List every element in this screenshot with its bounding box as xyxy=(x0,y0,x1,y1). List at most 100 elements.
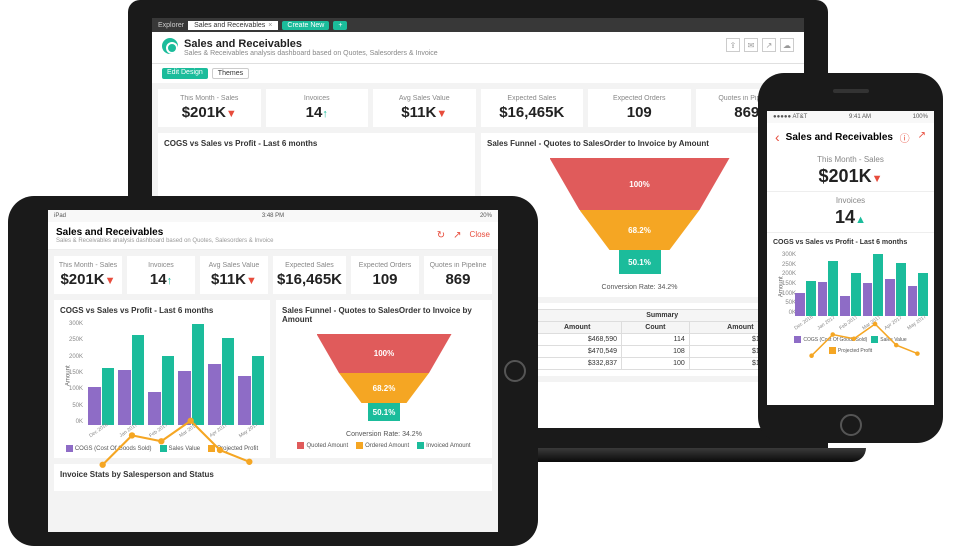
themes-button[interactable]: Themes xyxy=(212,68,249,79)
legend-item: COGS (Cost Of Goods Sold) xyxy=(66,445,152,452)
conversion-rate: Conversion Rate: 34.2% xyxy=(282,431,486,438)
kpi-card: Quotes in Pipeline869 xyxy=(424,256,492,294)
down-arrow-icon: ▼ xyxy=(105,275,116,287)
funnel-title: Sales Funnel - Quotes to SalesOrder to I… xyxy=(487,139,792,148)
battery: 100% xyxy=(913,114,928,120)
bar xyxy=(208,364,221,425)
explorer-tab[interactable]: Explorer xyxy=(158,22,184,29)
info-icon[interactable]: ⓘ xyxy=(900,130,910,145)
kpi-card: This Month - Sales$201K▼ xyxy=(54,256,122,294)
legend-item: Quoted Amount xyxy=(297,442,348,449)
status-bar: iPad 3:48 PM 20% xyxy=(48,210,498,222)
battery: 20% xyxy=(480,213,492,219)
up-arrow-icon: ↑ xyxy=(167,275,173,287)
bar xyxy=(918,273,928,316)
kpi-card: Expected Sales$16,465K xyxy=(481,89,584,127)
phone-header: ‹ Sales and Receivables ⓘ ↗ xyxy=(767,123,934,151)
down-arrow-icon: ▼ xyxy=(226,108,237,120)
x-tick: Dec 2016 xyxy=(793,315,813,332)
edit-design-button[interactable]: Edit Design xyxy=(162,68,208,79)
funnel-segment: 68.2% xyxy=(580,210,700,250)
invoice-title: Invoice Stats by Salesperson and Status xyxy=(60,470,486,479)
bar xyxy=(818,282,828,316)
kpi-value: $16,465K xyxy=(277,271,342,288)
bar xyxy=(840,296,850,316)
bar xyxy=(896,263,906,316)
up-arrow-icon: ▲ xyxy=(855,214,866,226)
kpi-label: Expected Orders xyxy=(355,262,415,269)
cloud-icon[interactable]: ☁ xyxy=(780,38,794,52)
kpi-value: $16,465K xyxy=(485,104,580,121)
carrier: iPad xyxy=(54,213,66,219)
up-arrow-icon: ↑ xyxy=(322,108,328,120)
kpi-label: Invoices xyxy=(270,95,365,102)
funnel-segment: 50.1% xyxy=(368,403,400,421)
refresh-icon[interactable]: ↻ xyxy=(437,230,445,241)
x-tick: Jan 2017 xyxy=(816,315,836,332)
create-new-button[interactable]: Create New xyxy=(282,21,329,30)
page-title: Sales and Receivables xyxy=(184,38,438,50)
legend-item: Sales Value xyxy=(871,336,906,343)
bar-group: Apr 2017 xyxy=(208,321,234,441)
bar-group: Dec 2016 xyxy=(88,321,114,441)
app-icon xyxy=(162,38,178,54)
down-arrow-icon: ▼ xyxy=(246,275,257,287)
kpi-row: This Month - Sales$201K▼Invoices14↑Avg S… xyxy=(152,83,804,133)
x-tick: Mar 2017 xyxy=(861,315,881,332)
clock: 3:48 PM xyxy=(262,213,284,219)
kpi-value: 14 xyxy=(835,207,855,227)
bar xyxy=(178,371,191,425)
legend-item: Ordered Amount xyxy=(356,442,409,449)
share-icon[interactable]: ↗ xyxy=(453,230,461,241)
share-icon[interactable]: ↗ xyxy=(918,130,926,145)
cogs-panel: COGS vs Sales vs Profit - Last 6 months … xyxy=(54,300,270,458)
bar-group: Jan 2017 xyxy=(118,321,144,441)
subheader: Edit Design Themes xyxy=(152,64,804,83)
bar-chart: Amount300K250K200K150K100K50K0KDec 2016J… xyxy=(773,252,928,332)
invoice-panel: Invoice Stats by Salesperson and Status xyxy=(54,464,492,491)
x-tick: Feb 2017 xyxy=(838,315,858,332)
back-icon[interactable]: ‹ xyxy=(775,129,780,145)
kpi-label: This Month - Sales xyxy=(771,155,930,164)
home-button[interactable] xyxy=(840,414,862,436)
earpiece xyxy=(833,89,869,93)
bar xyxy=(851,273,861,316)
page-title: Sales and Receivables xyxy=(786,132,893,143)
kpi-label: Expected Sales xyxy=(277,262,342,269)
share-icon[interactable]: ↗ xyxy=(762,38,776,52)
kpi-value: $11K▼ xyxy=(377,104,472,121)
kpi-card: Avg Sales Value$11K▼ xyxy=(200,256,268,294)
dashboard-tab[interactable]: Sales and Receivables× xyxy=(188,21,278,30)
home-button[interactable] xyxy=(504,360,526,382)
tablet-frame: iPad 3:48 PM 20% Sales and Receivables S… xyxy=(8,196,538,546)
clock: 9:41 AM xyxy=(849,114,871,120)
close-button[interactable]: Close xyxy=(470,230,490,241)
kpi-value: 14↑ xyxy=(270,104,365,121)
legend-item: COGS (Cost Of Goods Sold) xyxy=(794,336,867,343)
bar xyxy=(795,293,805,316)
kpi-card: Invoices 14↑ xyxy=(266,89,369,127)
close-icon[interactable]: × xyxy=(268,22,272,29)
mail-icon[interactable]: ✉ xyxy=(744,38,758,52)
bar xyxy=(908,286,918,316)
add-button[interactable]: + xyxy=(333,21,347,30)
export-icon[interactable]: ⇪ xyxy=(726,38,740,52)
cogs-title: COGS vs Sales vs Profit - Last 6 months xyxy=(164,139,469,148)
bar xyxy=(873,254,883,316)
bar xyxy=(148,392,161,425)
bar xyxy=(102,368,115,425)
y-axis: 300K250K200K150K100K50K0K xyxy=(60,321,86,425)
kpi-card: Expected Sales $16,465K xyxy=(273,256,346,294)
kpi-value: $201K xyxy=(819,166,872,186)
funnel-panel: Sales Funnel - Quotes to SalesOrder to I… xyxy=(276,300,492,458)
funnel-segment: 50.1% xyxy=(619,250,661,274)
bar xyxy=(132,335,145,425)
bar-group: Feb 2017 xyxy=(840,252,861,332)
dashboard-header: Sales and Receivables Sales & Receivable… xyxy=(152,32,804,64)
bar-group: Dec 2016 xyxy=(795,252,816,332)
bar xyxy=(238,376,251,425)
page-title: Sales and Receivables xyxy=(56,227,273,238)
bar xyxy=(118,370,131,425)
bar xyxy=(885,279,895,316)
funnel-segment: 100% xyxy=(550,158,730,210)
